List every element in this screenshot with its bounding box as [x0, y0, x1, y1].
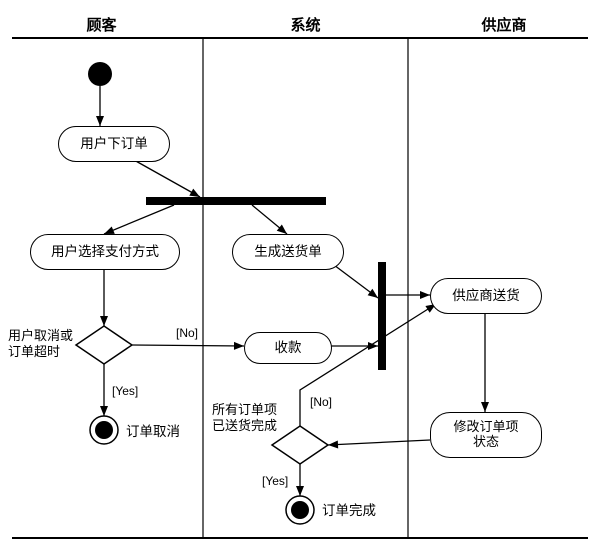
label-d1_no: [No]	[176, 326, 198, 340]
sync-bar-join	[378, 262, 386, 370]
label-d1_side: 用户取消或 订单超时	[8, 328, 73, 359]
activity-a4: 收款	[244, 332, 332, 364]
label-complete: 订单完成	[322, 503, 376, 519]
label-d2_yes: [Yes]	[262, 474, 288, 488]
edge-5-arrow	[234, 342, 244, 350]
sync-bar-fork	[146, 197, 326, 205]
activity-a6: 修改订单项 状态	[430, 412, 542, 458]
label-d2_side: 所有订单项 已送货完成	[212, 402, 277, 433]
edge-9-arrow	[420, 291, 430, 299]
label-d1_yes: [Yes]	[112, 384, 138, 398]
final-node-final1-inner	[95, 421, 113, 439]
edge-2-arrow	[104, 226, 115, 234]
edge-10-arrow	[481, 402, 489, 412]
activity-a3: 生成送货单	[232, 234, 344, 270]
activity-a1: 用户下订单	[58, 126, 170, 162]
lane-header-supplier: 供应商	[408, 14, 600, 35]
edge-1-arrow	[189, 189, 200, 197]
edge-13-arrow	[296, 486, 304, 496]
initial-node	[88, 62, 112, 86]
lane-header-customer: 顾客	[0, 14, 203, 35]
lane-header-system: 系统	[203, 14, 408, 35]
decision-d1	[76, 326, 132, 364]
edge-11-arrow	[328, 441, 338, 449]
edge-6-arrow	[100, 406, 108, 416]
activity-a2: 用户选择支付方式	[30, 234, 180, 270]
edge-4-arrow	[100, 316, 108, 326]
edge-2	[104, 205, 174, 234]
label-d2_no: [No]	[310, 395, 332, 409]
activity-a5: 供应商送货	[430, 278, 542, 314]
edge-11	[328, 440, 430, 445]
decision-d2	[272, 426, 328, 464]
edge-7-arrow	[368, 289, 378, 298]
edge-5	[132, 345, 244, 346]
final-node-final2-inner	[291, 501, 309, 519]
label-cancel: 订单取消	[126, 424, 180, 440]
edge-0-arrow	[96, 116, 104, 126]
edge-1	[134, 160, 200, 197]
